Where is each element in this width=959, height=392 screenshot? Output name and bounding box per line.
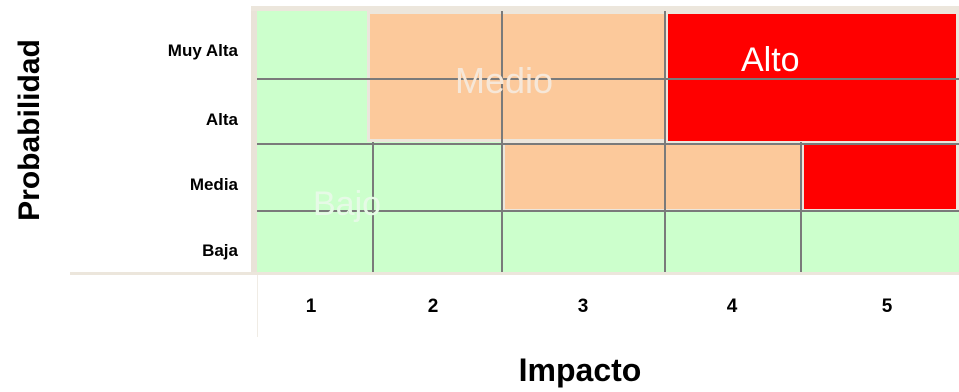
column-label-5: 5: [881, 296, 893, 317]
risk-matrix: Medio Alto Bajo: [257, 11, 959, 272]
zone-medio-upper: [367, 11, 667, 142]
zone-label-bajo: Bajo: [313, 185, 382, 223]
grid-lines: [257, 11, 959, 272]
row-label-alta: Alta: [205, 110, 238, 129]
bottom-axis-frame: [70, 272, 959, 275]
column-axis-frame: [257, 275, 258, 337]
row-label-muy-alta: Muy Alta: [167, 41, 238, 60]
row-label-media: Media: [189, 175, 238, 194]
zone-label-alto: Alto: [741, 41, 800, 79]
column-label-3: 3: [577, 296, 589, 317]
y-axis-title-text: Probabilidad: [13, 39, 46, 221]
column-label-1: 1: [305, 296, 317, 317]
column-label-2: 2: [427, 296, 439, 317]
column-label-4: 4: [726, 296, 738, 317]
x-axis-title: Impacto: [518, 352, 642, 388]
zone-label-medio: Medio: [455, 60, 554, 101]
y-axis-title: Probabilidad: [10, 10, 50, 250]
top-axis-frame: [251, 6, 959, 11]
zone-alto-upper: [665, 11, 959, 144]
row-label-baja: Baja: [202, 241, 238, 260]
left-axis-frame: [251, 6, 257, 274]
